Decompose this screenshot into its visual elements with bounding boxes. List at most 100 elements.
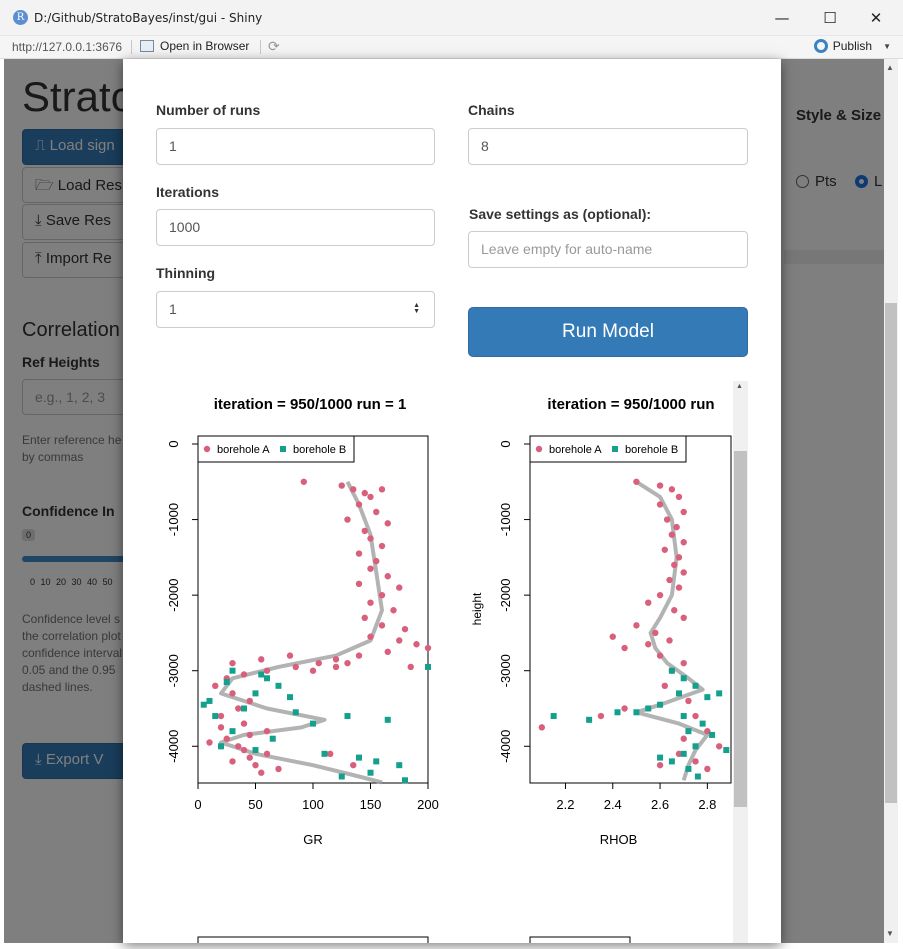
chains-input[interactable]: 8	[468, 128, 748, 165]
data-point-a	[666, 637, 673, 644]
run-model-modal: Number of runs 1 Iterations 1000 Thinnin…	[123, 59, 781, 943]
data-point-b	[287, 694, 293, 701]
data-point-b	[258, 671, 265, 678]
data-point-b	[223, 679, 230, 686]
open-in-browser-button[interactable]: Open in Browser	[140, 39, 249, 53]
data-point-a	[656, 761, 664, 769]
data-point-b	[206, 697, 213, 704]
legend-box	[197, 435, 355, 463]
x-tick-label: 2.6	[651, 797, 669, 812]
scroll-up-arrow-icon[interactable]: ▲	[736, 383, 743, 390]
publish-button[interactable]: Publish ▼	[813, 39, 891, 53]
data-point-b	[367, 769, 374, 776]
x-tick-label: 2.8	[698, 797, 716, 812]
chains-label: Chains	[468, 102, 515, 118]
data-point-b	[645, 705, 652, 712]
divider	[260, 40, 261, 54]
x-tick-label: 100	[302, 797, 324, 812]
legend-label-b: borehole B	[293, 444, 346, 456]
data-point-b	[292, 709, 299, 716]
data-point-b	[668, 667, 675, 674]
window-scrollbar[interactable]: ▲ ▼	[884, 59, 898, 943]
data-point-a	[384, 648, 391, 656]
data-point-b	[692, 682, 699, 689]
data-point-a	[384, 520, 391, 527]
data-point-a	[661, 682, 668, 690]
data-point-b	[586, 716, 593, 723]
data-point-a	[671, 607, 678, 614]
chart-title: iteration = 950/1000 run	[547, 396, 714, 413]
y-tick-label: -1000	[498, 503, 513, 536]
y-tick-label: -4000	[166, 730, 181, 763]
chevron-down-icon[interactable]: ▼	[883, 41, 891, 51]
data-point-a	[212, 682, 219, 690]
data-point-b	[269, 735, 276, 742]
run-model-button[interactable]: Run Model	[468, 307, 748, 357]
data-point-b	[229, 667, 236, 674]
data-point-a	[223, 735, 230, 742]
scroll-up-arrow-icon[interactable]: ▲	[886, 63, 894, 72]
data-point-a	[217, 724, 225, 731]
data-point-a	[424, 644, 432, 652]
data-point-a	[704, 765, 711, 773]
data-point-b	[241, 705, 247, 712]
data-point-b	[310, 720, 316, 727]
data-point-a	[675, 584, 683, 591]
data-point-a	[263, 750, 271, 758]
number-of-runs-input[interactable]: 1	[156, 128, 435, 165]
data-point-b	[704, 694, 711, 701]
scroll-down-arrow-icon[interactable]: ▼	[886, 929, 894, 938]
data-point-a	[656, 652, 664, 659]
data-point-a	[675, 493, 683, 501]
window-titlebar: R D:/Github/StratoBayes/inst/gui - Shiny…	[0, 0, 903, 36]
data-point-a	[367, 493, 374, 501]
data-point-a	[367, 535, 374, 542]
x-tick-label: 0	[194, 797, 201, 812]
data-point-a	[675, 554, 683, 561]
data-point-b	[680, 675, 687, 682]
data-point-a	[680, 569, 687, 576]
plot-scrollbar[interactable]: ▲	[733, 381, 748, 943]
refresh-icon[interactable]: ⟳	[268, 38, 280, 54]
trace-plot-panel: iteration = 950/1000 run = 1 0 -1000 -2000 -…	[123, 377, 733, 943]
maximize-button[interactable]: ☐	[823, 9, 837, 27]
data-point-b	[425, 663, 431, 670]
x-tick-label: 2.4	[604, 797, 622, 812]
data-point-a	[680, 659, 687, 667]
close-button[interactable]: ✕	[869, 9, 883, 27]
number-stepper-icon[interactable]: ▲ ▼	[413, 302, 420, 315]
scrollbar-thumb[interactable]	[885, 303, 897, 803]
data-point-b	[675, 690, 682, 697]
data-point-b	[668, 758, 675, 765]
legend-label-a: borehole A	[217, 444, 270, 456]
data-point-b	[396, 762, 403, 769]
data-point-a	[396, 637, 403, 644]
data-point-a	[378, 486, 386, 493]
data-point-b	[685, 765, 692, 772]
data-point-a	[263, 667, 271, 674]
data-point-a	[652, 629, 659, 637]
data-point-a	[240, 746, 248, 754]
data-point-a	[355, 550, 363, 557]
data-point-a	[597, 712, 605, 720]
scrollbar-thumb[interactable]	[734, 451, 747, 807]
browser-window-icon	[140, 40, 154, 52]
data-point-a	[378, 591, 386, 599]
data-point-a	[367, 633, 374, 640]
minimize-button[interactable]: —	[774, 9, 790, 27]
iterations-input[interactable]: 1000	[156, 209, 435, 246]
data-point-b	[264, 675, 270, 682]
x-axis-label: GR	[303, 832, 323, 847]
thinning-input[interactable]: 1 ▲ ▼	[156, 291, 435, 328]
data-point-b	[680, 713, 687, 720]
data-point-a	[361, 527, 368, 535]
data-point-a	[338, 482, 345, 489]
save-settings-input[interactable]: Leave empty for auto-name	[468, 231, 748, 268]
data-point-a	[621, 705, 628, 712]
data-point-b	[218, 743, 224, 750]
data-point-a	[246, 697, 253, 705]
data-point-b	[338, 773, 345, 780]
data-point-a	[661, 546, 668, 553]
x-tick-label: 50	[248, 797, 262, 812]
publish-icon	[813, 39, 828, 53]
